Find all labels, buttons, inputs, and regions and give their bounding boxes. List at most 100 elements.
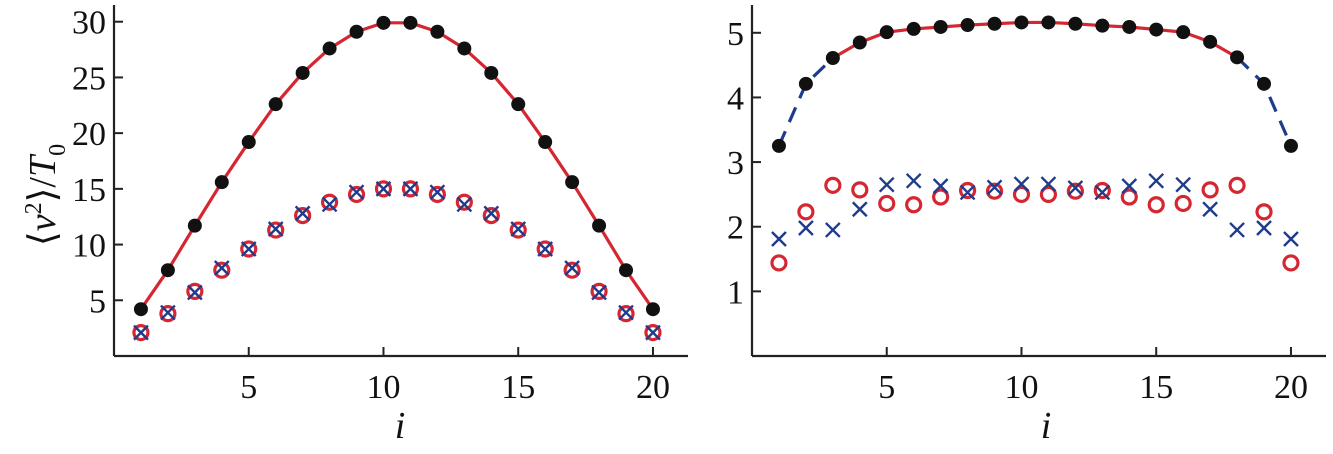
right-cross-point bbox=[932, 178, 949, 194]
right-cross-point bbox=[1121, 178, 1138, 194]
right-circle-point bbox=[1120, 188, 1138, 206]
left-dot-point bbox=[511, 97, 526, 112]
left-cross-point bbox=[429, 184, 446, 201]
right-dot-point bbox=[1095, 18, 1110, 33]
left-circle-point bbox=[267, 221, 285, 239]
right-dot-point bbox=[1283, 138, 1298, 153]
left-cross-point bbox=[160, 304, 176, 321]
left-circle-point bbox=[590, 282, 608, 300]
right-cross-point bbox=[824, 222, 841, 238]
left-dot-point bbox=[322, 41, 337, 56]
left-circle-point bbox=[455, 193, 473, 211]
right-circle-point bbox=[770, 254, 788, 272]
right-y-tick-label: 5 bbox=[727, 16, 744, 53]
left-cross-point bbox=[348, 184, 365, 201]
right-dot-point bbox=[1203, 34, 1218, 49]
left-dot-point bbox=[538, 135, 553, 150]
left-circle-point bbox=[213, 261, 231, 279]
right-y-tick-label: 1 bbox=[727, 274, 744, 311]
left-cross-point bbox=[240, 241, 257, 257]
left-dot-point bbox=[457, 41, 472, 56]
right-cross-point bbox=[905, 172, 922, 189]
left-x-axis-label: i bbox=[395, 405, 406, 447]
right-circle-point bbox=[1147, 196, 1165, 214]
left-dot-point bbox=[214, 175, 229, 190]
left-circle-point bbox=[347, 185, 366, 204]
left-circle-point bbox=[428, 185, 446, 204]
left-y-tick-label: 30 bbox=[72, 5, 106, 42]
left-dot-point bbox=[430, 24, 445, 39]
right-cross-point bbox=[1256, 220, 1272, 236]
left-dot-point bbox=[484, 65, 499, 80]
right-cross-point bbox=[1040, 176, 1057, 192]
left-x-tick-label: 20 bbox=[636, 369, 670, 406]
right-circle-point bbox=[1066, 182, 1084, 200]
right-dot-point bbox=[1257, 76, 1272, 91]
left-y-axis-label: ⟨v2⟩/T0 bbox=[21, 144, 71, 246]
right-cross-point bbox=[798, 220, 814, 236]
right-cross-point bbox=[1202, 201, 1218, 218]
right-circle-point bbox=[1282, 254, 1300, 272]
right-dot-point bbox=[1149, 22, 1164, 37]
right-circle-point bbox=[1255, 203, 1273, 221]
right-dot-point bbox=[1041, 15, 1056, 30]
right-x-tick-label: 15 bbox=[1139, 369, 1173, 406]
right-cross-point bbox=[1175, 176, 1192, 193]
right-chart: i 5 10 15 20 1 2 3 4 5 bbox=[727, 5, 1326, 447]
left-cross-point bbox=[510, 221, 527, 237]
left-dot-point bbox=[645, 302, 660, 317]
right-cross-point bbox=[1094, 184, 1111, 201]
right-dot-point bbox=[1230, 50, 1245, 65]
right-dot-point bbox=[879, 25, 894, 40]
left-dot-point bbox=[565, 175, 580, 190]
left-cross-point bbox=[375, 181, 392, 197]
left-solid-line-series bbox=[139, 21, 655, 311]
left-circle-point bbox=[320, 193, 339, 211]
right-cross-point bbox=[878, 176, 895, 193]
left-circle-point bbox=[509, 221, 527, 239]
left-dot-point bbox=[133, 302, 148, 317]
left-cross-point bbox=[133, 324, 149, 341]
left-cross-point bbox=[456, 196, 473, 213]
left-x-tick-label: 15 bbox=[501, 369, 535, 406]
right-cross-point bbox=[1229, 222, 1245, 238]
right-x-tick-label: 5 bbox=[878, 369, 895, 406]
right-cross-point bbox=[1067, 180, 1084, 196]
left-dot-point bbox=[376, 15, 391, 30]
left-cross-point bbox=[213, 260, 230, 276]
left-circle-point bbox=[617, 305, 635, 323]
right-circle-point bbox=[797, 203, 815, 221]
left-y-tick-label: 25 bbox=[72, 60, 106, 97]
left-circle-point bbox=[563, 261, 581, 279]
right-cross-point bbox=[1148, 172, 1165, 189]
right-cross-point bbox=[1283, 231, 1299, 247]
right-dot-point bbox=[798, 76, 813, 91]
left-cross-point bbox=[267, 221, 284, 237]
right-circle-point bbox=[932, 188, 950, 206]
right-cross-point bbox=[986, 179, 1003, 196]
right-circle-point bbox=[1228, 176, 1246, 194]
left-circle-point bbox=[374, 180, 393, 198]
left-circle-point bbox=[132, 324, 150, 342]
right-circle-point bbox=[1039, 185, 1058, 203]
left-y-tick-label: 15 bbox=[72, 172, 106, 209]
left-dot-point bbox=[295, 65, 310, 80]
right-dashed-line-series bbox=[1235, 56, 1293, 147]
left-circle-point bbox=[159, 305, 177, 323]
right-circle-point bbox=[1093, 181, 1111, 200]
left-dot-point bbox=[592, 218, 607, 233]
left-dot-point bbox=[349, 24, 364, 39]
left-dot-point bbox=[403, 15, 418, 30]
left-dot-point bbox=[241, 135, 256, 150]
right-cross-point bbox=[1013, 176, 1030, 192]
left-cross-point bbox=[483, 205, 500, 222]
left-cross-point bbox=[186, 284, 203, 301]
right-dot-point bbox=[960, 18, 975, 33]
left-cross-point bbox=[564, 260, 580, 276]
left-circle-point bbox=[536, 240, 554, 258]
right-circle-point bbox=[1012, 185, 1031, 203]
left-dot-point bbox=[268, 97, 283, 112]
right-dot-point bbox=[933, 19, 948, 34]
left-dot-point bbox=[160, 263, 175, 278]
right-circle-point bbox=[1174, 194, 1192, 213]
